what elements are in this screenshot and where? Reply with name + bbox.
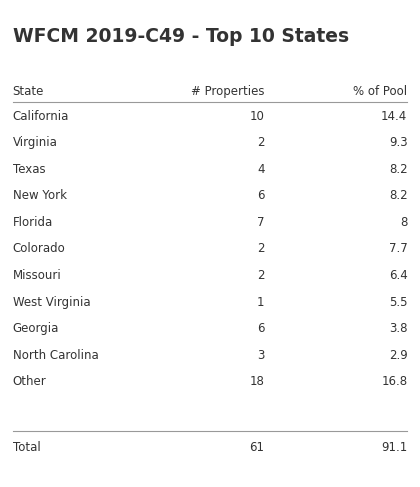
Text: 91.1: 91.1: [381, 441, 407, 454]
Text: 61: 61: [249, 441, 265, 454]
Text: 3.8: 3.8: [389, 322, 407, 335]
Text: % of Pool: % of Pool: [353, 85, 407, 98]
Text: 14.4: 14.4: [381, 110, 407, 123]
Text: 10: 10: [250, 110, 265, 123]
Text: 6: 6: [257, 189, 265, 202]
Text: 8.2: 8.2: [389, 189, 407, 202]
Text: 3: 3: [257, 349, 265, 362]
Text: 2.9: 2.9: [388, 349, 407, 362]
Text: 7: 7: [257, 216, 265, 229]
Text: Other: Other: [13, 375, 46, 388]
Text: 7.7: 7.7: [388, 243, 407, 255]
Text: Missouri: Missouri: [13, 269, 61, 282]
Text: 6: 6: [257, 322, 265, 335]
Text: Florida: Florida: [13, 216, 53, 229]
Text: California: California: [13, 110, 69, 123]
Text: 6.4: 6.4: [388, 269, 407, 282]
Text: Total: Total: [13, 441, 40, 454]
Text: 16.8: 16.8: [381, 375, 407, 388]
Text: 2: 2: [257, 243, 265, 255]
Text: North Carolina: North Carolina: [13, 349, 98, 362]
Text: West Virginia: West Virginia: [13, 296, 90, 309]
Text: 8.2: 8.2: [389, 163, 407, 176]
Text: 18: 18: [250, 375, 265, 388]
Text: Colorado: Colorado: [13, 243, 66, 255]
Text: 2: 2: [257, 136, 265, 149]
Text: 4: 4: [257, 163, 265, 176]
Text: # Properties: # Properties: [191, 85, 265, 98]
Text: State: State: [13, 85, 44, 98]
Text: 5.5: 5.5: [389, 296, 407, 309]
Text: WFCM 2019-C49 - Top 10 States: WFCM 2019-C49 - Top 10 States: [13, 27, 349, 46]
Text: Virginia: Virginia: [13, 136, 58, 149]
Text: 8: 8: [400, 216, 407, 229]
Text: 1: 1: [257, 296, 265, 309]
Text: 2: 2: [257, 269, 265, 282]
Text: New York: New York: [13, 189, 67, 202]
Text: Georgia: Georgia: [13, 322, 59, 335]
Text: Texas: Texas: [13, 163, 45, 176]
Text: 9.3: 9.3: [389, 136, 407, 149]
